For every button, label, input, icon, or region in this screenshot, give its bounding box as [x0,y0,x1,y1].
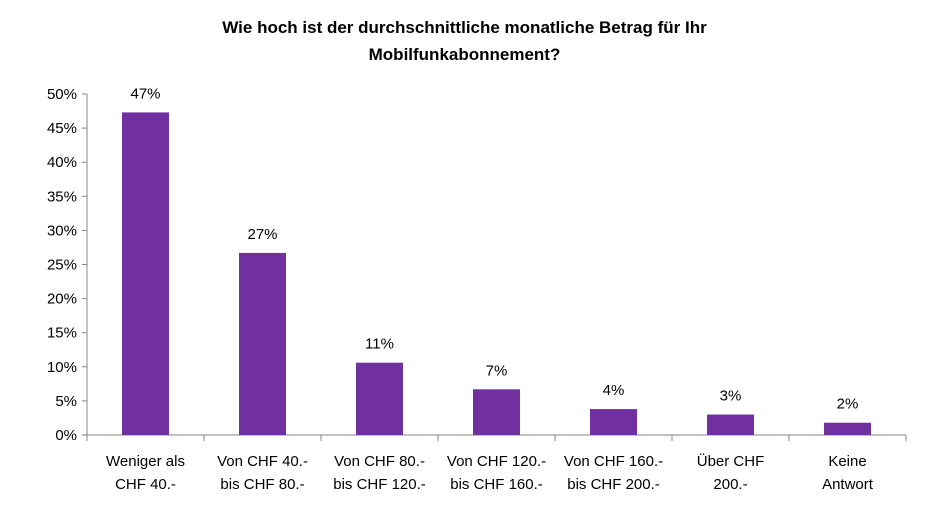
y-tick-label: 30% [47,222,77,239]
chart-title: Wie hoch ist der durchschnittliche monat… [222,18,707,64]
y-tick-label: 40% [47,154,77,171]
data-label: 27% [247,226,277,243]
data-label: 3% [720,388,742,405]
y-tick-label: 45% [47,120,77,137]
category-label: Über CHF 200.- [697,452,765,493]
data-label: 11% [365,336,394,353]
data-label: 47% [130,85,160,102]
y-tick-label: 50% [47,86,77,103]
category-label: Von CHF 80.-bis CHF 120.- [333,453,426,493]
category-label: Weniger als CHF 40.- [106,453,185,493]
bar [122,112,169,435]
y-tick-label: 0% [55,427,77,444]
bar [473,389,520,435]
y-tick-label: 15% [47,325,77,342]
bar [707,414,754,435]
category-label: Von CHF 120.-bis CHF 160.- [447,453,546,493]
data-label: 7% [486,362,508,379]
category-label: Von CHF 40.-bis CHF 80.- [217,453,308,493]
bar [824,422,871,435]
y-tick-label: 35% [47,188,77,205]
bar [239,252,286,435]
data-labels: 47% 27% 11% 7% 4% 3% 2% [130,85,858,412]
y-tick-label: 25% [47,257,77,274]
category-label: Keine Antwort [822,453,874,493]
bars [122,112,871,435]
y-tick-label: 10% [47,359,77,376]
category-label: Von CHF 160.-bis CHF 200.- [564,453,663,493]
y-tick-label: 5% [55,393,77,410]
bar [356,362,403,435]
y-axis: 0% 5% 10% 15% 20% 25% 30% 35% 40% 45% 50% [47,86,88,444]
y-tick-label: 20% [47,291,77,308]
data-label: 2% [837,396,859,413]
x-axis: Weniger als CHF 40.- Von CHF 40.-bis CHF 8… [86,434,907,493]
data-label: 4% [603,382,625,399]
bar [590,409,637,435]
